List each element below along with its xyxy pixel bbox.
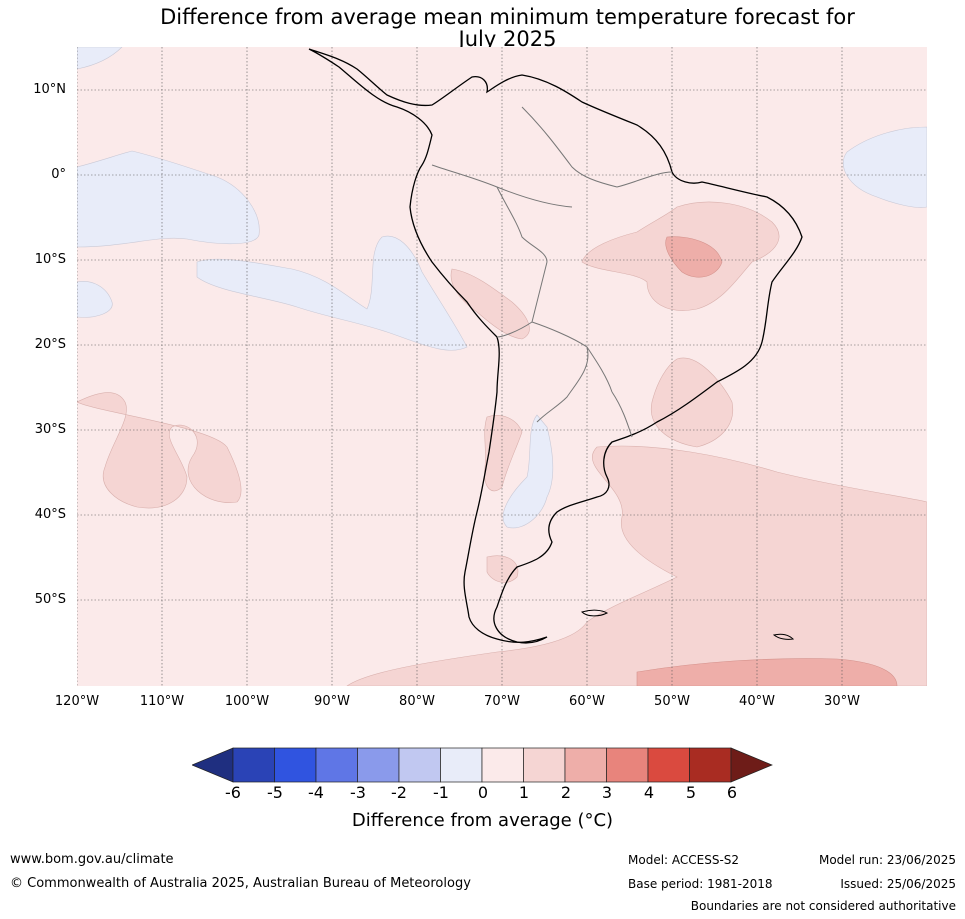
lon-label-50w: 50°W	[654, 694, 690, 709]
map-canvas	[77, 47, 927, 686]
lon-label-110w: 110°W	[139, 694, 185, 709]
colorbar-cell	[647, 747, 690, 783]
zone-blue-northwest	[77, 47, 123, 70]
colorbar-cell	[564, 747, 607, 783]
country-borders	[431, 106, 673, 438]
zone-2to3-brazil	[665, 236, 723, 278]
colorbar-cell	[440, 747, 483, 783]
south-america-coastline	[308, 48, 803, 644]
zone-red-peru	[450, 268, 530, 340]
footer-website: www.bom.gov.au/climate	[10, 852, 174, 867]
lon-label-40w: 40°W	[739, 694, 775, 709]
zone-red-pacific-west	[77, 392, 242, 509]
zone-blue-west-edge	[77, 281, 113, 318]
lon-label-100w: 100°W	[224, 694, 270, 709]
lat-label-10n: 10°N	[33, 82, 66, 97]
footer-base-period: Base period: 1981-2018	[628, 877, 773, 891]
lon-label-90w: 90°W	[314, 694, 350, 709]
lat-label-50s: 50°S	[34, 592, 66, 607]
colorbar-tick-1: 1	[518, 783, 530, 802]
colorbar-cell	[398, 747, 441, 783]
colorbar-tick-minus2: -2	[391, 783, 407, 802]
lon-label-60w: 60°W	[569, 694, 605, 709]
footer-disclaimer: Boundaries are not considered authoritat…	[690, 899, 956, 913]
lon-label-30w: 30°W	[824, 694, 860, 709]
colorbar-cell	[274, 747, 317, 783]
zone-2to3-south-atlantic	[636, 658, 898, 686]
colorbar-label: Difference from average (°C)	[351, 810, 614, 831]
colorbar-tick-minus5: -5	[267, 783, 283, 802]
falklands-coastline	[581, 609, 609, 617]
colorbar-tick-minus6: -6	[225, 783, 241, 802]
zone-blue-argentina	[502, 414, 554, 529]
colorbar-cell	[232, 747, 275, 783]
zone-blue-equatorial-pacific	[77, 150, 260, 248]
lat-label-20s: 20°S	[34, 337, 66, 352]
lat-label-10s: 10°S	[34, 252, 66, 267]
map-title-line1: Difference from average mean minimum tem…	[160, 5, 855, 29]
colorbar-cell	[523, 747, 566, 783]
gridlines	[77, 47, 927, 686]
footer-copyright: © Commonwealth of Australia 2025, Austra…	[10, 876, 471, 891]
colorbar-tick-3: 3	[601, 783, 613, 802]
colorbar-extension-low	[192, 747, 234, 783]
colorbar-extension-high	[730, 747, 773, 783]
lon-label-70w: 70°W	[484, 694, 520, 709]
colorbar-tick-minus4: -4	[308, 783, 324, 802]
lon-label-120w: 120°W	[54, 694, 100, 709]
colorbar-tick-2: 2	[560, 783, 572, 802]
map-title-line2: July 2025	[458, 27, 557, 51]
zone-red-south-atlantic	[346, 445, 927, 686]
zone-blue-east-atlantic	[842, 126, 927, 208]
lon-label-80w: 80°W	[399, 694, 435, 709]
lat-label-40s: 40°S	[34, 507, 66, 522]
colorbar-cells	[192, 747, 773, 783]
zone-red-patagonia	[486, 555, 519, 583]
colorbar-cell	[689, 747, 732, 783]
colorbar-tick-5: 5	[685, 783, 697, 802]
colorbar-tick-minus1: -1	[433, 783, 449, 802]
colorbar-cell	[357, 747, 400, 783]
forecast-map	[77, 47, 927, 686]
colorbar-cell	[315, 747, 358, 783]
colorbar-cell	[481, 747, 524, 783]
lat-label-0: 0°	[51, 167, 66, 182]
lat-label-30s: 30°S	[34, 422, 66, 437]
footer-model-run: Model run: 23/06/2025	[818, 853, 956, 867]
footer-model: Model: ACCESS-S2	[628, 853, 740, 867]
strong-positive-anomaly-zones	[636, 236, 898, 686]
colorbar-tick-4: 4	[643, 783, 655, 802]
colorbar-tick-minus3: -3	[350, 783, 366, 802]
colorbar	[192, 747, 773, 783]
colorbar-tick-6: 6	[726, 783, 738, 802]
footer-issued: Issued: 25/06/2025	[840, 877, 956, 891]
colorbar-cell	[606, 747, 649, 783]
zone-red-uruguay-coast	[650, 357, 734, 448]
south-georgia-coastline	[772, 633, 795, 640]
zone-red-chile-coast	[484, 415, 523, 492]
colorbar-tick-0: 0	[477, 783, 489, 802]
